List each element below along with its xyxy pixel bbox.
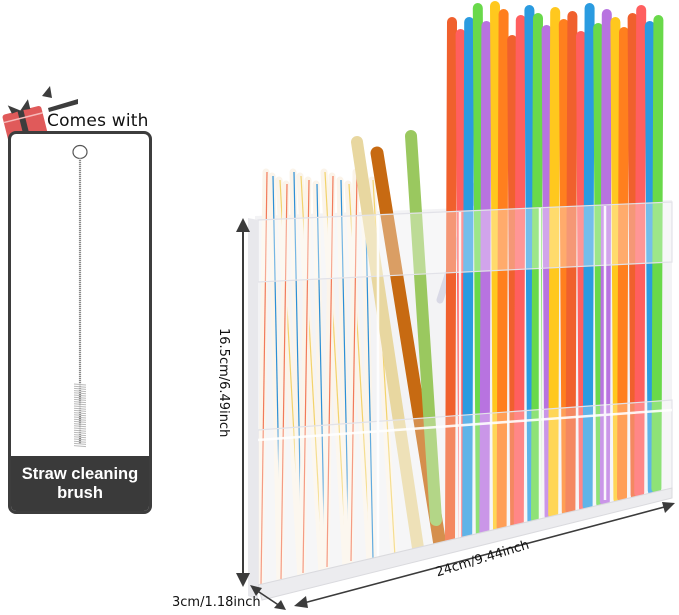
brush-bristle [73,420,87,423]
flexible-straw [479,21,492,537]
brush-bristle [73,412,87,415]
striped-straw [346,168,360,565]
glass-straw-amber [351,136,424,554]
brush-bristle [73,383,87,386]
striped-straw-stripe [302,179,310,574]
brush-bristle [73,390,87,393]
holder-dividers [257,206,673,570]
flexible-straw [462,17,475,541]
brush-bristle [73,427,87,430]
brush-bristle [73,429,87,432]
brush-bristle [73,405,87,408]
cleaning-brush-icon [72,144,88,448]
brush-bristle [73,398,87,401]
brush-bristle [73,403,87,406]
brush-card: Straw cleaning brush [8,131,152,514]
depth-dimension-label: 3cm/1.18inch [172,595,261,610]
height-arrow [236,218,250,587]
striped-straw-stripe [326,175,334,568]
brush-bristle [73,409,87,412]
brush-bristle [73,442,87,445]
comes-with-title: Comes with [47,111,149,131]
striped-straw [336,176,352,569]
brush-bristle [73,438,87,441]
holder-front [257,201,673,593]
striped-straw [298,176,312,577]
flexible-straw [513,15,526,528]
height-dimension-label: 16.5cm/6.49inch [216,328,231,438]
flexible-straw [582,3,595,511]
striped-straw [312,180,328,575]
striped-straw-stripe [260,171,268,586]
flexible-straw [445,17,457,545]
flexible-straw [565,11,578,515]
brush-bristle [73,396,87,399]
striped-straw [256,168,270,589]
striped-straw [360,172,376,563]
brush-bristle [73,431,87,434]
striped-straw [276,180,290,583]
brush-bristle [73,440,87,443]
brush-bristle [73,387,87,390]
depth-arrow [250,585,286,610]
brush-bristle [73,436,87,439]
brush-bristle [73,445,87,448]
brush-bristle [73,394,87,397]
straws [256,1,664,589]
brush-bristle [73,425,87,428]
glass-straw-green [405,130,442,526]
brush-bristle [73,418,87,421]
brush-bristle [73,414,87,417]
brush-bristle [73,434,87,437]
brush-bristle [73,423,87,426]
brush-bristle [73,407,87,410]
brush-bristle [73,401,87,404]
brush-bristle [73,392,87,395]
brush-bristle [73,385,87,388]
brush-bristle [73,416,87,419]
striped-straw-stripe [350,171,358,562]
width-arrow [294,502,675,608]
holder-base [248,218,673,601]
brush-label: Straw cleaning brush [11,456,149,511]
striped-straw [322,172,336,571]
flexible-straw [548,7,561,520]
striped-straw-stripe [280,183,288,580]
